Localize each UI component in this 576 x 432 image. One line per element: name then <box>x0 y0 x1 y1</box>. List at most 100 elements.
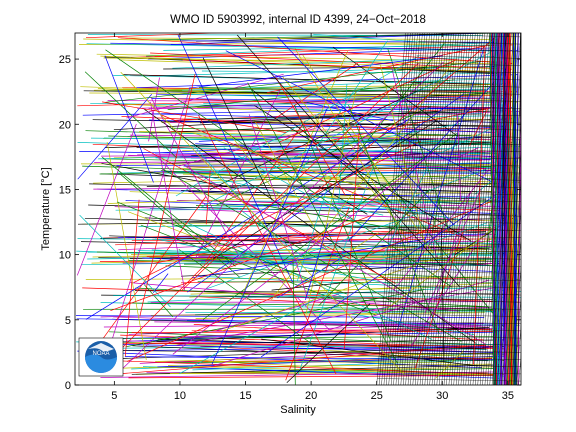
profile-line <box>76 123 137 276</box>
density-contour <box>398 206 521 210</box>
density-contour <box>379 363 521 367</box>
profile-line <box>193 144 279 243</box>
profile-line <box>147 285 498 303</box>
x-tick-label: 5 <box>111 390 117 402</box>
profile-line <box>198 87 498 94</box>
profile-line <box>151 98 495 103</box>
density-contour <box>399 199 521 202</box>
profile-line <box>149 119 491 133</box>
profile-line <box>211 279 490 367</box>
profile-line <box>205 120 306 263</box>
profile-line <box>114 206 485 221</box>
density-contour <box>381 342 521 346</box>
profile-line <box>285 206 350 381</box>
noaa-logo: NOAA <box>78 337 124 377</box>
profile-line <box>271 281 352 291</box>
profile-line <box>153 273 169 294</box>
density-contour <box>513 294 521 385</box>
profile-line <box>286 303 371 383</box>
profile-line <box>82 287 518 303</box>
density-contour <box>408 120 521 124</box>
profile-line <box>125 289 425 348</box>
profile-line <box>113 295 521 298</box>
profile-line <box>348 67 508 241</box>
profile-line <box>313 33 426 43</box>
profile-line <box>209 88 423 190</box>
density-contour <box>393 249 521 253</box>
profile-line <box>75 315 485 318</box>
profile-line <box>185 311 496 314</box>
profile-line <box>203 103 505 106</box>
profile-line <box>113 111 438 131</box>
density-contour <box>491 33 521 385</box>
profile-line <box>76 250 485 267</box>
density-contour <box>409 113 521 116</box>
profile-line <box>223 147 367 229</box>
chart-title: WMO ID 5903992, internal ID 4399, 24−Oct… <box>170 14 426 26</box>
profile-line <box>182 164 486 345</box>
density-contour <box>436 33 466 385</box>
density-contour <box>479 33 510 385</box>
profile-line <box>499 33 502 385</box>
profile-line <box>294 48 410 245</box>
density-contour <box>484 33 514 385</box>
density-contour <box>376 33 406 385</box>
profile-line <box>105 87 191 360</box>
profile-line <box>206 209 428 290</box>
profile-line <box>144 109 477 344</box>
density-contour <box>395 227 521 231</box>
profile-line <box>274 62 358 119</box>
density-contour <box>394 234 521 238</box>
profile-line <box>216 293 339 331</box>
y-axis: 0 5 10 15 20 25 <box>59 54 521 392</box>
profile-line <box>146 183 504 187</box>
profile-line <box>505 33 507 385</box>
density-contour <box>405 33 435 385</box>
density-contour <box>441 33 471 385</box>
profile-line <box>77 346 490 352</box>
density-contour <box>389 277 521 281</box>
profile-line <box>120 37 499 40</box>
profile-line <box>85 33 224 39</box>
density-contour <box>383 33 413 385</box>
profile-line <box>170 127 471 136</box>
profile-line <box>120 173 241 278</box>
profile-line <box>108 135 517 146</box>
profile-line <box>202 57 273 201</box>
profile-line <box>92 342 495 347</box>
density-contour <box>397 213 521 217</box>
profile-line <box>205 170 211 225</box>
x-tick-label: 15 <box>239 390 251 402</box>
density-contour <box>398 33 428 385</box>
y-tick-label: 20 <box>59 119 71 131</box>
profile-line <box>109 331 485 345</box>
density-contour <box>482 33 512 385</box>
y-tick-label: 15 <box>59 184 71 196</box>
density-contour <box>511 265 521 385</box>
density-contour <box>418 34 521 38</box>
density-contour <box>410 105 521 109</box>
density-contour <box>443 33 474 385</box>
profile-line <box>136 74 518 89</box>
density-contour <box>412 84 521 88</box>
density-contour <box>415 33 445 385</box>
density-contour <box>403 163 521 167</box>
x-tick-label: 20 <box>305 390 317 402</box>
density-contour <box>431 33 462 385</box>
density-contour <box>380 349 521 353</box>
profile-line <box>318 188 431 307</box>
profile-line <box>191 141 505 157</box>
density-contour <box>406 134 521 138</box>
profile-line <box>121 116 496 133</box>
profile-line <box>115 61 444 376</box>
profile-line <box>247 82 398 364</box>
profile-line <box>172 150 436 355</box>
profile-line <box>102 101 287 133</box>
profile-line <box>322 232 379 270</box>
profile-line <box>118 234 496 251</box>
profile-line <box>100 196 207 343</box>
noaa-logo-text: NOAA <box>92 351 109 357</box>
profile-line <box>323 123 461 149</box>
profile-line <box>128 374 498 379</box>
